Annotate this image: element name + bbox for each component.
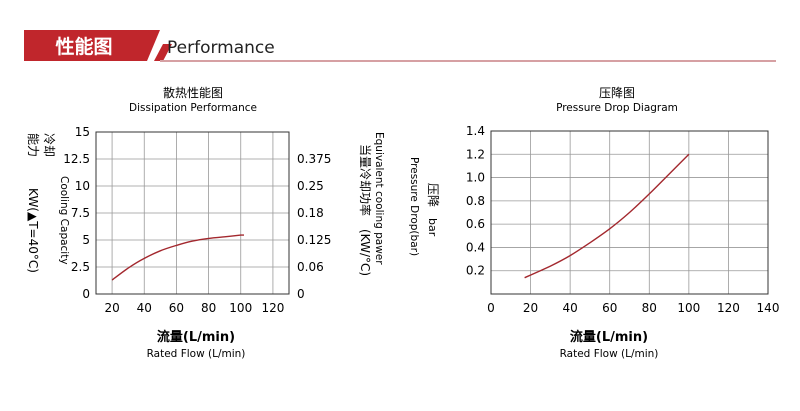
header-title-badge bbox=[24, 30, 160, 61]
header-title-en: Performance bbox=[167, 38, 275, 58]
y2-tick-label: 0.375 bbox=[297, 152, 331, 166]
pressure-ylabel-unit: bar bbox=[426, 218, 439, 237]
x-tick-label: 40 bbox=[563, 301, 578, 315]
y-tick-label: 0.4 bbox=[466, 240, 485, 254]
equivalent-cooling-unit: (KW/°C) bbox=[358, 229, 372, 276]
y2-tick-label: 0.125 bbox=[297, 233, 331, 247]
dissipation-title-cn: 散热性能图 bbox=[163, 85, 223, 100]
header-banner: 性能图 Performance bbox=[24, 30, 776, 62]
y2-tick-label: 0.18 bbox=[297, 206, 324, 220]
y2-tick-label: 0 bbox=[297, 287, 305, 301]
x-tick-label: 140 bbox=[757, 301, 780, 315]
x-tick-label: 80 bbox=[642, 301, 657, 315]
y-tick-label: 0 bbox=[82, 287, 90, 301]
x-tick-label: 40 bbox=[137, 301, 152, 315]
dissipation-grid bbox=[96, 132, 289, 294]
pressure-grid bbox=[491, 131, 768, 294]
y-tick-label: 0.8 bbox=[466, 194, 485, 208]
pressure-ylabel-cn: 压降 bbox=[426, 183, 440, 207]
y-tick-label: 1.4 bbox=[466, 124, 485, 138]
y-tick-label: 0.6 bbox=[466, 217, 485, 231]
dissipation-plot-frame bbox=[95, 131, 290, 295]
y-tick-label: 15 bbox=[75, 125, 90, 139]
x-tick-label: 20 bbox=[104, 301, 119, 315]
dissipation-x-ticks: 20 40 60 80 100 120 bbox=[104, 301, 284, 315]
dissipation-y-ticks: 0 2.5 5 7.5 10 12.5 15 bbox=[63, 125, 90, 301]
dissipation-title-en: Dissipation Performance bbox=[129, 102, 257, 114]
pressure-xlabel-cn: 流量(L/min) bbox=[570, 329, 648, 345]
pressure-x-ticks: 0 20 40 60 80 100 120 140 bbox=[487, 301, 779, 315]
pressure-ylabel-en: Pressure Drop(bar) bbox=[408, 157, 420, 256]
x-tick-label: 60 bbox=[169, 301, 184, 315]
pressure-xlabel-en: Rated Flow (L/min) bbox=[560, 348, 659, 360]
pressure-title-en: Pressure Drop Diagram bbox=[556, 102, 678, 114]
y2-tick-label: 0.25 bbox=[297, 179, 324, 193]
x-tick-label: 60 bbox=[602, 301, 617, 315]
y-tick-label: 0.2 bbox=[466, 264, 485, 278]
pressure-y-ticks: 0.2 0.4 0.6 0.8 1.0 1.2 1.4 bbox=[466, 124, 485, 278]
x-tick-label: 120 bbox=[261, 301, 284, 315]
x-tick-label: 80 bbox=[201, 301, 216, 315]
pressure-curve bbox=[524, 153, 690, 279]
x-tick-label: 100 bbox=[677, 301, 700, 315]
cooling-capacity-label-en: Cooling Capacity bbox=[58, 176, 70, 265]
y-tick-label: 5 bbox=[82, 233, 90, 247]
y-tick-label: 12.5 bbox=[63, 152, 90, 166]
cooling-capacity-label-cn-1: 冷却 bbox=[42, 133, 56, 157]
y-tick-label: 10 bbox=[75, 179, 90, 193]
equivalent-cooling-label-en: Equivalent cooling pawer bbox=[373, 132, 385, 265]
equivalent-cooling-label-cn: 当量冷却功率 bbox=[358, 144, 373, 216]
y-tick-label: 1.2 bbox=[466, 147, 485, 161]
y-tick-label: 7.5 bbox=[71, 206, 90, 220]
dissipation-xlabel-cn: 流量(L/min) bbox=[157, 329, 235, 345]
cooling-capacity-label-cn-2: 能力 bbox=[26, 133, 40, 157]
header-title-cn: 性能图 bbox=[55, 35, 112, 58]
y-tick-label: 2.5 bbox=[71, 260, 90, 274]
pressure-plot-frame bbox=[490, 130, 769, 295]
x-tick-label: 120 bbox=[717, 301, 740, 315]
pressure-title-cn: 压降图 bbox=[599, 86, 635, 100]
y-tick-label: 1.0 bbox=[466, 171, 485, 185]
y2-tick-label: 0.06 bbox=[297, 260, 324, 274]
cooling-capacity-label-cn-3: KW(▲T=40°C) bbox=[26, 188, 40, 273]
dissipation-curve bbox=[111, 234, 245, 281]
header-title-badge-notch bbox=[154, 44, 172, 61]
x-tick-label: 20 bbox=[523, 301, 538, 315]
dissipation-xlabel-en: Rated Flow (L/min) bbox=[147, 348, 246, 360]
dissipation-y2-ticks: 0 0.06 0.125 0.18 0.25 0.375 bbox=[297, 152, 331, 301]
x-tick-label: 100 bbox=[229, 301, 252, 315]
x-tick-label: 0 bbox=[487, 301, 495, 315]
